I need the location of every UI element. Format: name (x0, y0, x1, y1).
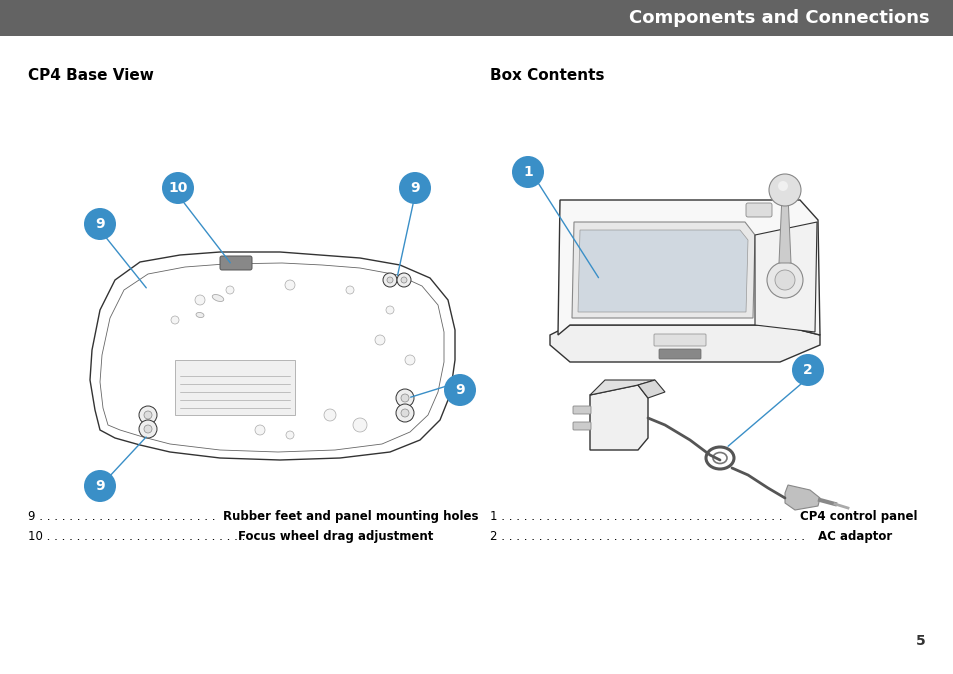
Circle shape (400, 277, 407, 283)
Circle shape (286, 431, 294, 439)
Polygon shape (784, 485, 820, 510)
Polygon shape (550, 325, 820, 362)
Circle shape (324, 409, 335, 421)
Circle shape (285, 280, 294, 290)
Text: Components and Connections: Components and Connections (629, 9, 929, 27)
Text: 9 . . . . . . . . . . . . . . . . . . . . . . . .: 9 . . . . . . . . . . . . . . . . . . . … (28, 510, 219, 523)
Text: CP4 control panel: CP4 control panel (800, 510, 917, 523)
Circle shape (162, 172, 193, 204)
Circle shape (194, 295, 205, 305)
Circle shape (768, 174, 801, 206)
Circle shape (84, 470, 116, 502)
FancyBboxPatch shape (745, 203, 771, 217)
Circle shape (353, 418, 367, 432)
Circle shape (139, 406, 157, 424)
Circle shape (254, 425, 265, 435)
Polygon shape (589, 385, 647, 450)
Text: 9: 9 (455, 383, 464, 397)
Polygon shape (558, 200, 820, 335)
Text: 10 . . . . . . . . . . . . . . . . . . . . . . . . . . .: 10 . . . . . . . . . . . . . . . . . . .… (28, 530, 249, 543)
Circle shape (405, 355, 415, 365)
Circle shape (139, 420, 157, 438)
Circle shape (395, 389, 414, 407)
Text: AC adaptor: AC adaptor (817, 530, 891, 543)
Text: 9: 9 (95, 479, 105, 493)
Polygon shape (90, 252, 455, 460)
Ellipse shape (195, 313, 204, 317)
Circle shape (84, 208, 116, 240)
Text: 10: 10 (168, 181, 188, 195)
FancyBboxPatch shape (174, 360, 294, 415)
Circle shape (774, 270, 794, 290)
FancyBboxPatch shape (573, 406, 590, 414)
Circle shape (382, 273, 396, 287)
Text: 1: 1 (522, 165, 533, 179)
Circle shape (400, 394, 409, 402)
Circle shape (387, 277, 393, 283)
FancyBboxPatch shape (659, 349, 700, 359)
Circle shape (778, 181, 787, 191)
Circle shape (766, 262, 802, 298)
Text: 5: 5 (915, 634, 925, 648)
Circle shape (144, 425, 152, 433)
Text: 9: 9 (95, 217, 105, 231)
Circle shape (396, 273, 411, 287)
Circle shape (443, 374, 476, 406)
Text: Rubber feet and panel mounting holes: Rubber feet and panel mounting holes (223, 510, 478, 523)
Polygon shape (754, 222, 816, 332)
Polygon shape (589, 380, 655, 395)
Text: Focus wheel drag adjustment: Focus wheel drag adjustment (237, 530, 433, 543)
Ellipse shape (213, 295, 224, 301)
Text: 2 . . . . . . . . . . . . . . . . . . . . . . . . . . . . . . . . . . . . . . . : 2 . . . . . . . . . . . . . . . . . . . … (490, 530, 808, 543)
Ellipse shape (712, 452, 726, 464)
Polygon shape (572, 222, 754, 318)
FancyBboxPatch shape (654, 334, 705, 346)
Circle shape (171, 316, 179, 324)
Polygon shape (578, 230, 747, 312)
Circle shape (346, 286, 354, 294)
FancyBboxPatch shape (220, 256, 252, 270)
Circle shape (226, 286, 233, 294)
Text: 1 . . . . . . . . . . . . . . . . . . . . . . . . . . . . . . . . . . . . . .: 1 . . . . . . . . . . . . . . . . . . . … (490, 510, 785, 523)
Text: 9: 9 (410, 181, 419, 195)
Circle shape (144, 411, 152, 419)
Circle shape (386, 306, 394, 314)
FancyBboxPatch shape (573, 422, 590, 430)
Polygon shape (779, 195, 790, 263)
Text: CP4 Base View: CP4 Base View (28, 68, 153, 83)
Text: Box Contents: Box Contents (490, 68, 604, 83)
Circle shape (395, 404, 414, 422)
Polygon shape (638, 380, 664, 398)
Bar (0, 0, 953, 36)
Circle shape (400, 409, 409, 417)
Circle shape (375, 335, 385, 345)
Circle shape (398, 172, 431, 204)
Text: 2: 2 (802, 363, 812, 377)
Circle shape (512, 156, 543, 188)
Circle shape (791, 354, 823, 386)
